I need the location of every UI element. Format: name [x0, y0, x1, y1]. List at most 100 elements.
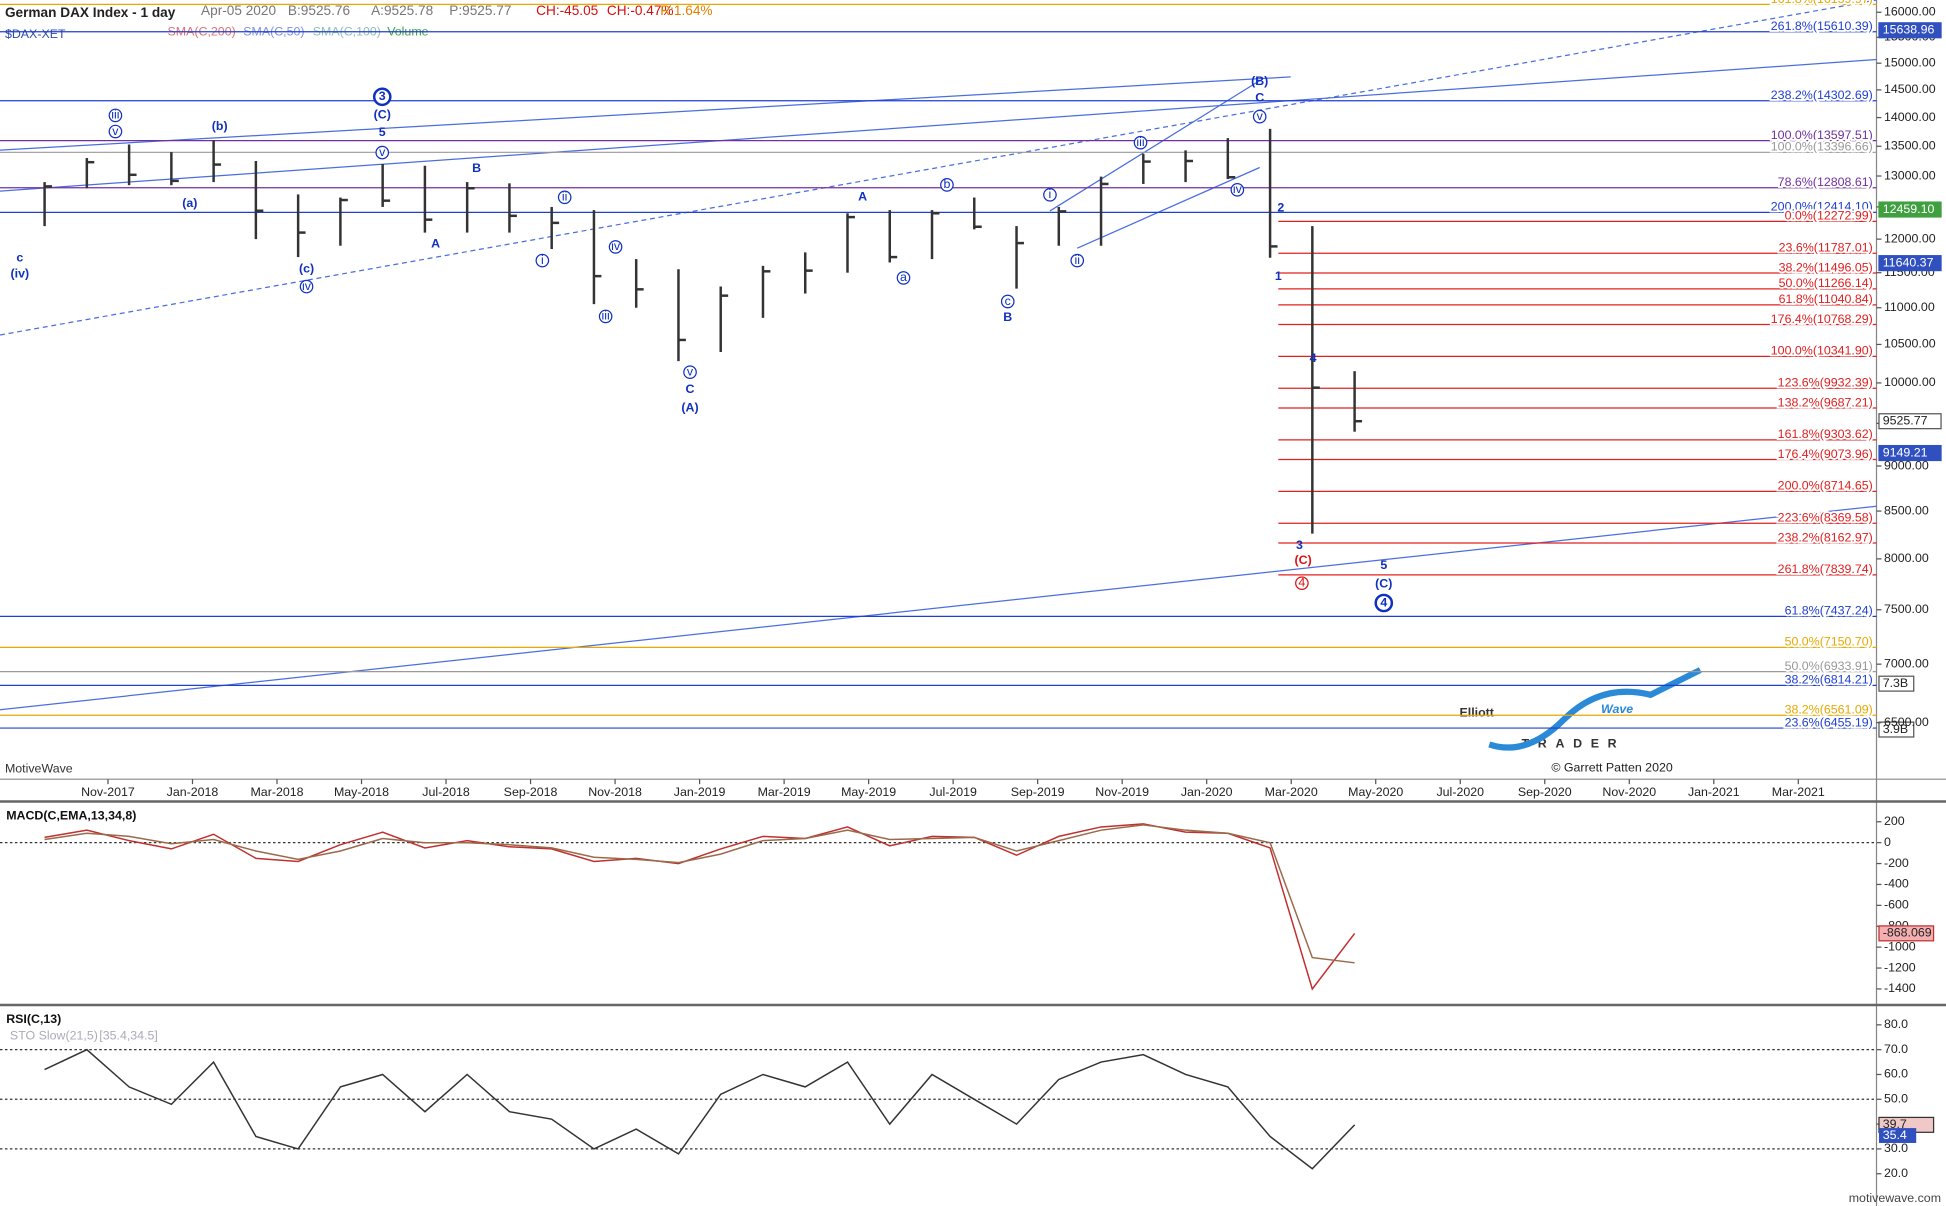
wave-label: c — [1005, 294, 1011, 308]
wave-label: 4 — [1298, 575, 1305, 589]
y-tick-label: -1200 — [1884, 960, 1916, 974]
y-tick-label: 11000.00 — [1884, 300, 1935, 314]
x-tick-label: Jul-2019 — [929, 785, 977, 799]
site: motivewave.com — [1849, 1191, 1941, 1205]
price-box-label: 12459.10 — [1883, 202, 1935, 216]
volume-label: 3.9B — [1883, 722, 1909, 736]
fib-label: 238.2%(14302.69) — [1771, 88, 1873, 102]
wave-circle — [108, 108, 123, 123]
price-box-label: 9149.21 — [1883, 445, 1928, 459]
fib-label: 261.8%(15610.39) — [1771, 19, 1873, 33]
fib-label: 223.6%(8369.58) — [1778, 511, 1873, 525]
y-tick-label: -600 — [1884, 898, 1909, 912]
x-tick-label: Jan-2020 — [1181, 785, 1233, 799]
value-box-label: -868.069 — [1883, 926, 1932, 940]
x-tick-label: Jul-2018 — [422, 785, 470, 799]
wave-label: (c) — [299, 262, 314, 276]
x-tick-label: May-2019 — [841, 785, 896, 799]
wave-label: iv — [611, 239, 621, 253]
y-tick-label: 7500.00 — [1884, 602, 1929, 616]
change: CH:-45.05 — [536, 3, 598, 18]
wave-label: (a) — [182, 196, 197, 210]
wave-label: 4 — [1310, 351, 1317, 365]
y-tick-label: 8500.00 — [1884, 503, 1929, 517]
x-tick-label: Jul-2020 — [1436, 785, 1484, 799]
x-tick-label: Mar-2020 — [1265, 785, 1318, 799]
y-tick-label: -1400 — [1884, 981, 1916, 995]
y-tick-label: 12000.00 — [1884, 231, 1936, 245]
wave-label: 3 — [379, 89, 386, 103]
fib-label: 23.6%(11787.01) — [1779, 241, 1873, 255]
wave-label: iii — [1136, 135, 1144, 149]
wave-label: 5 — [379, 125, 386, 139]
change-pct: CH:-0.47% — [607, 3, 674, 18]
x-tick-label: Nov-2017 — [81, 785, 135, 799]
volume-box — [1878, 675, 1915, 692]
wave-label: C — [686, 382, 695, 396]
y-tick-label: 13500.00 — [1884, 139, 1936, 153]
y-tick-label: 13000.00 — [1884, 168, 1936, 182]
fib-label: 38.2%(6814.21) — [1785, 673, 1873, 687]
wave-label: (b) — [212, 119, 228, 133]
wave-circle — [608, 240, 623, 254]
symbol: $DAX-XET — [5, 27, 66, 41]
fib-label: 161.8%(9303.62) — [1778, 427, 1873, 441]
wave-label: iii — [111, 108, 119, 122]
fib-label: 100.0%(10341.90) — [1771, 344, 1873, 358]
wave-label: ii — [562, 190, 568, 204]
y-tick-label: 14500.00 — [1884, 82, 1936, 96]
price-box — [1878, 22, 1942, 39]
y-tick-label: 6500.00 — [1884, 715, 1929, 729]
study-label: STO Slow(21,5) — [10, 1028, 98, 1042]
y-tick-label: 50.0 — [1884, 1092, 1908, 1106]
indicator-line — [44, 824, 1355, 964]
y-tick-label: -400 — [1884, 877, 1909, 891]
fib-label: 100.0%(13597.51) — [1771, 128, 1873, 142]
fib-label: 23.6%(6455.19) — [1785, 715, 1873, 729]
wave-label: 2 — [1277, 201, 1284, 215]
wave-label: (C) — [1375, 577, 1392, 591]
wave-circle — [1295, 576, 1309, 590]
fib-label: 50.0%(7150.70) — [1785, 635, 1873, 649]
x-tick-label: Mar-2019 — [758, 785, 811, 799]
wave-label: (A) — [681, 400, 698, 414]
volume-label: 7.3B — [1883, 676, 1909, 690]
y-tick-label: 60.0 — [1884, 1067, 1908, 1081]
wave-label: c — [16, 250, 23, 264]
logo-text: TRADER — [1522, 737, 1626, 751]
wave-circle — [940, 178, 954, 192]
wave-circle — [1043, 187, 1057, 202]
fib-label: 38.2%(11496.05) — [1779, 260, 1873, 274]
wave-label: iii — [602, 309, 610, 323]
wave-circle — [1070, 253, 1085, 268]
chart-title: German DAX Index - 1 day — [5, 5, 176, 20]
wave-label: B — [1003, 310, 1012, 324]
wave-label: B — [472, 161, 481, 175]
y-tick-label: 10000.00 — [1884, 375, 1936, 389]
wave-label: 4 — [1380, 595, 1387, 609]
wave-circle — [1252, 109, 1267, 124]
fib-label: 38.2%(6561.09) — [1785, 703, 1873, 717]
x-tick-label: Sep-2020 — [1518, 785, 1572, 799]
value-box — [1878, 925, 1935, 942]
x-tick-label: Sep-2019 — [1011, 785, 1065, 799]
x-tick-label: Sep-2018 — [504, 785, 558, 799]
wave-circle — [375, 145, 390, 160]
x-tick-label: May-2020 — [1348, 785, 1403, 799]
fib-label: 50.0%(6933.91) — [1785, 659, 1873, 673]
x-tick-label: Mar-2018 — [250, 785, 303, 799]
study-values: [35.4,34.5] — [99, 1028, 158, 1042]
wave-label: 1 — [1275, 269, 1282, 283]
wave-circle — [1000, 294, 1015, 309]
wave-circle — [299, 279, 314, 294]
y-tick-label: 8000.00 — [1884, 551, 1929, 565]
wave-label: iv — [302, 279, 312, 293]
wave-label: i — [1049, 187, 1052, 201]
panel-title: MACD(C,EMA,13,34,8) — [6, 809, 136, 823]
fib-label: 78.6%(12808.61) — [1778, 175, 1873, 189]
y-tick-label: 7000.00 — [1884, 656, 1929, 670]
price-box — [1878, 201, 1942, 218]
wave-label: v — [687, 365, 694, 379]
fib-label: 0.0%(12272.99) — [1785, 209, 1873, 223]
